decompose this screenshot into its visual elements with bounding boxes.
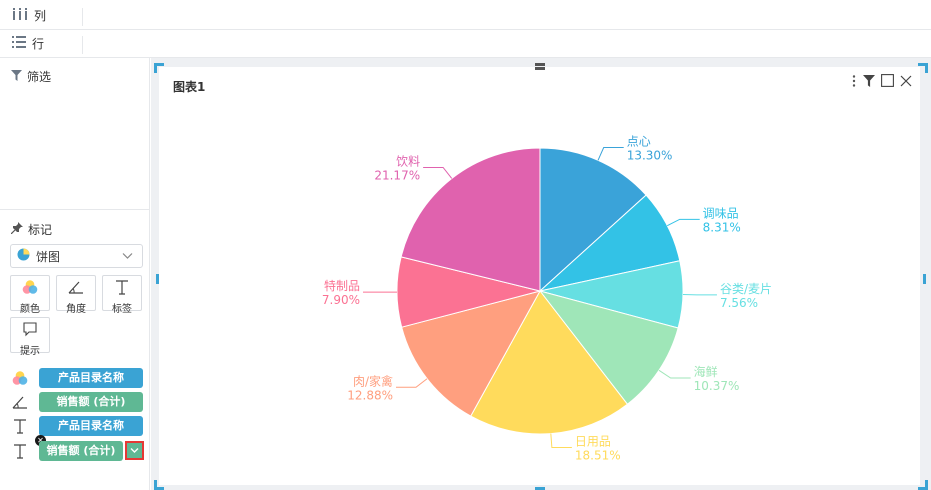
slice-name-label: 调味品 xyxy=(703,206,739,220)
selection-corner xyxy=(918,63,928,73)
label-leader-line xyxy=(667,218,700,227)
slice-name-label: 谷类/麦片 xyxy=(720,282,772,296)
rows-label-group: 行 xyxy=(12,30,82,58)
chevron-down-icon xyxy=(122,250,133,264)
label-leader-line xyxy=(423,166,453,179)
color-field-row: 产品目录名称 xyxy=(10,368,144,388)
columns-label: 列 xyxy=(34,9,47,23)
property-label: 颜色 xyxy=(20,304,40,315)
pie-slice[interactable] xyxy=(538,290,679,405)
text-icon xyxy=(114,279,130,298)
columns-label-group: 列 xyxy=(12,2,82,30)
label-field-row: 产品目录名称 xyxy=(10,416,144,436)
color-property-button[interactable]: 颜色 xyxy=(10,275,50,315)
chart-toolbar xyxy=(851,74,912,90)
label-property-button[interactable]: 标签 xyxy=(102,275,142,315)
tooltip-property-button[interactable]: 提示 xyxy=(10,317,50,357)
slice-name-label: 特制品 xyxy=(324,278,360,293)
label-leader-line xyxy=(550,433,572,449)
selection-corner xyxy=(154,63,164,73)
property-label: 角度 xyxy=(66,304,86,315)
left-panel: 筛选 标记 饼图 xyxy=(0,58,150,490)
mark-type-select[interactable]: 饼图 xyxy=(10,244,143,268)
angle-icon xyxy=(68,279,84,298)
selection-corner xyxy=(154,480,164,490)
rows-drop-zone[interactable] xyxy=(83,30,931,58)
selection-corner xyxy=(918,480,928,490)
resize-handle-left[interactable] xyxy=(156,274,159,284)
slice-name-label: 饮料 xyxy=(396,154,420,168)
columns-shelf: 列 xyxy=(0,2,931,30)
slice-name-label: 海鲜 xyxy=(694,364,718,379)
slice-value-label: 12.88% xyxy=(347,388,393,402)
slice-value-label: 8.31% xyxy=(703,220,741,234)
chart-card[interactable]: 图表1 点心 13.30% 调味品 8.31% 谷类/麦片 7.56% 海鲜 10.37% 日用… xyxy=(159,67,920,485)
more-vertical-icon[interactable] xyxy=(851,74,857,90)
slice-value-label: 21.17% xyxy=(374,168,420,182)
filter-icon[interactable] xyxy=(863,74,875,90)
rows-shelf: 行 xyxy=(0,30,931,58)
rows-label: 行 xyxy=(32,37,45,51)
filter-title-group: 筛选 xyxy=(11,68,51,85)
pie-slice[interactable] xyxy=(539,147,647,293)
slice-value-label: 7.56% xyxy=(720,296,758,310)
shelf-divider xyxy=(82,36,83,54)
chevron-down-icon xyxy=(130,448,139,453)
text-icon xyxy=(10,416,30,436)
drag-handle-top[interactable] xyxy=(535,63,545,66)
maximize-icon[interactable] xyxy=(881,74,894,90)
filter-title: 筛选 xyxy=(27,70,52,84)
filter-section[interactable]: 筛选 xyxy=(0,58,150,210)
slice-value-label: 13.30% xyxy=(627,149,673,163)
shelf-divider xyxy=(82,8,83,26)
slice-name-label: 日用品 xyxy=(575,435,611,449)
tooltip-icon xyxy=(22,321,38,340)
property-label: 提示 xyxy=(20,346,40,357)
palette-icon xyxy=(22,279,38,298)
angle-field-pill[interactable]: 销售额 (合计) xyxy=(39,392,143,412)
angle-property-button[interactable]: 角度 xyxy=(56,275,96,315)
drag-handle-top[interactable] xyxy=(535,67,545,70)
label-leader-line xyxy=(597,147,624,161)
text-icon xyxy=(10,441,30,461)
pin-icon xyxy=(10,222,23,237)
mark-type-value: 饼图 xyxy=(36,249,61,264)
color-field-pill[interactable]: 产品目录名称 xyxy=(39,368,143,388)
chart-title: 图表1 xyxy=(173,80,206,94)
columns-icon xyxy=(12,2,28,30)
palette-icon xyxy=(10,368,30,388)
resize-handle-bottom[interactable] xyxy=(535,487,545,490)
slice-value-label: 10.37% xyxy=(694,379,740,393)
angle-icon xyxy=(10,392,30,412)
marks-section: 标记 饼图 颜色 xyxy=(0,211,150,490)
pie-chart-icon xyxy=(17,248,30,264)
marks-title: 标记 xyxy=(28,223,53,237)
close-icon[interactable] xyxy=(900,75,912,90)
rows-icon xyxy=(12,30,26,58)
slice-value-label: 7.90% xyxy=(322,293,360,307)
resize-handle-right[interactable] xyxy=(923,274,926,284)
label-field-pill-2[interactable]: 销售额 (合计) xyxy=(39,441,123,461)
chart-canvas-area: 图表1 点心 13.30% 调味品 8.31% 谷类/麦片 7.56% 海鲜 10.37% 日用… xyxy=(151,58,931,490)
remove-field-icon[interactable]: ✕ xyxy=(35,435,46,446)
pie-slice[interactable] xyxy=(400,147,541,292)
slice-value-label: 18.51% xyxy=(575,449,621,463)
slice-name-label: 点心 xyxy=(627,135,651,149)
columns-drop-zone[interactable] xyxy=(83,2,931,30)
marks-title-group: 标记 xyxy=(10,221,53,238)
angle-field-row: 销售额 (合计) xyxy=(10,392,144,412)
label-field-row-2: ✕ 销售额 (合计) xyxy=(10,435,144,461)
label-leader-line xyxy=(658,369,691,379)
filter-icon xyxy=(11,69,22,84)
pie-slice[interactable] xyxy=(470,290,629,435)
property-label: 标签 xyxy=(112,304,132,315)
slice-name-label: 肉/家禽 xyxy=(353,373,393,388)
label-leader-line xyxy=(396,378,428,388)
label-field-pill[interactable]: 产品目录名称 xyxy=(39,416,143,436)
field-dropdown-button[interactable] xyxy=(125,441,144,460)
